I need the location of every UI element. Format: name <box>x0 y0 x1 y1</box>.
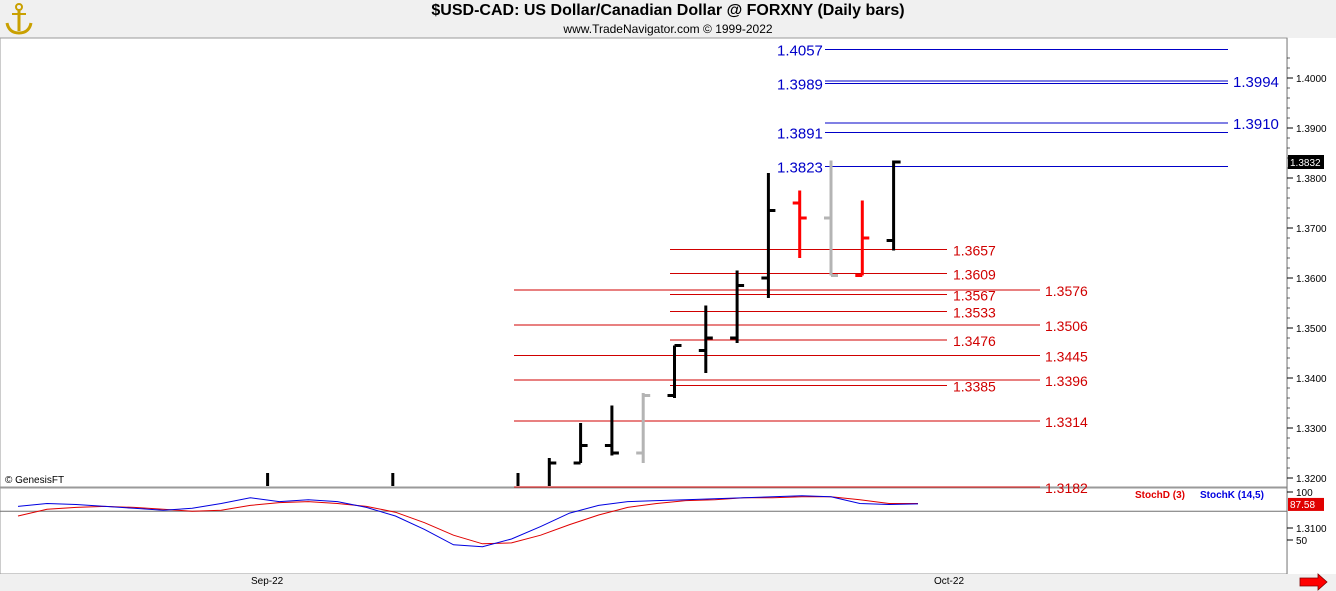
red-level-label: 1.3396 <box>1045 373 1088 389</box>
watermark: © GenesisFT <box>5 475 64 486</box>
price-axis-label: 1.3300 <box>1296 424 1327 435</box>
red-level-label: 1.3445 <box>1045 349 1088 365</box>
time-axis-label: Oct-22 <box>934 576 964 587</box>
red-level-label: 1.3182 <box>1045 480 1088 496</box>
blue-level-label: 1.3989 <box>777 77 823 94</box>
price-axis-label: 1.3900 <box>1296 124 1327 135</box>
last-price-tag <box>1288 155 1324 169</box>
blue-level-label: 1.4057 <box>777 43 823 60</box>
stoch-axis-label: 100 <box>1296 488 1313 499</box>
red-right-arrow-icon[interactable] <box>1299 573 1328 591</box>
blue-level-label: 1.3910 <box>1233 116 1279 133</box>
red-level-label: 1.3385 <box>953 379 996 395</box>
blue-level-label: 1.3891 <box>777 126 823 143</box>
price-axis-label: 1.3700 <box>1296 224 1327 235</box>
red-level-label: 1.3506 <box>1045 318 1088 334</box>
anchor-logo-icon <box>5 3 33 35</box>
stoch-legend-k: StochK (14,5) <box>1200 490 1264 501</box>
red-level-label: 1.3533 <box>953 305 996 321</box>
price-axis-label: 1.3500 <box>1296 324 1327 335</box>
chart-subtitle: www.TradeNavigator.com © 1999-2022 <box>563 22 773 36</box>
blue-level-label: 1.3994 <box>1233 74 1279 91</box>
time-axis <box>0 574 1336 591</box>
red-level-label: 1.3657 <box>953 243 996 259</box>
time-axis-label: Sep-22 <box>251 576 284 587</box>
stoch-axis-label: 50 <box>1296 536 1308 547</box>
price-axis-label: 1.3200 <box>1296 474 1327 485</box>
price-axis-label: 1.3600 <box>1296 274 1327 285</box>
red-level-label: 1.3609 <box>953 267 996 283</box>
red-level-label: 1.3576 <box>1045 283 1088 299</box>
price-axis-label: 1.3400 <box>1296 374 1327 385</box>
stoch-last-tag <box>1288 497 1324 511</box>
indicator-panel <box>0 487 1288 575</box>
chart-title: $USD-CAD: US Dollar/Canadian Dollar @ FO… <box>431 2 905 19</box>
last-price-label: 1.3832 <box>1290 158 1321 169</box>
red-level-label: 1.3476 <box>953 333 996 349</box>
price-axis-label: 1.4000 <box>1296 74 1327 85</box>
stoch-last-label: 87.58 <box>1290 500 1315 511</box>
red-level-label: 1.3567 <box>953 288 996 304</box>
stoch-legend-d: StochD (3) <box>1135 490 1185 501</box>
red-level-label: 1.3314 <box>1045 414 1088 430</box>
blue-level-label: 1.3823 <box>777 160 823 177</box>
price-axis-label: 1.3100 <box>1296 524 1327 535</box>
stoch-series-line <box>17 495 919 548</box>
chart-header: $USD-CAD: US Dollar/Canadian Dollar @ FO… <box>0 0 1336 38</box>
price-axis <box>1288 38 1336 574</box>
price-axis-label: 1.3800 <box>1296 174 1327 185</box>
